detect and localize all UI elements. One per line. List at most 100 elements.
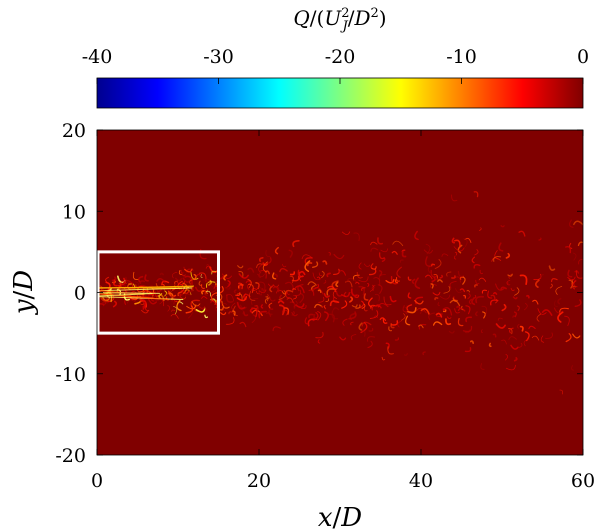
vortex-structure	[574, 299, 582, 308]
vortex-structure	[323, 304, 327, 309]
vortex-structure	[394, 337, 399, 341]
vortex-structure	[449, 299, 461, 307]
vortex-structure	[565, 246, 572, 254]
vortex-structure	[493, 256, 502, 262]
vortex-structure	[355, 281, 360, 285]
vortex-structure	[208, 279, 213, 286]
vortex-structure	[422, 351, 426, 356]
vortex-structure	[167, 305, 171, 312]
vortex-structure	[475, 295, 485, 304]
vortex-structure	[523, 338, 530, 347]
vortex-structure	[258, 281, 266, 292]
vortex-structure	[465, 316, 472, 323]
vortex-structure	[257, 273, 265, 277]
vortex-structure	[248, 283, 254, 294]
vortex-structure	[358, 276, 369, 283]
vortex-structure	[370, 304, 376, 309]
vortex-structure	[292, 288, 297, 291]
vortex-structure	[361, 303, 366, 309]
vortex-structure	[538, 237, 542, 241]
vortex-structure	[379, 317, 387, 321]
vortex-structure	[254, 305, 259, 312]
vortex-structure	[304, 317, 309, 325]
vortex-structure	[112, 300, 118, 308]
vortex-structure	[391, 320, 399, 326]
vortex-structure	[457, 307, 466, 312]
vortex-structure	[442, 309, 447, 313]
vortex-structure	[406, 307, 417, 314]
vortex-structure	[198, 280, 202, 287]
vortex-structure	[353, 232, 360, 242]
vortex-structure	[326, 272, 331, 278]
vortex-structure	[278, 290, 286, 300]
vortex-structure	[184, 293, 191, 297]
vortex-structure	[193, 273, 197, 281]
vortex-structure	[420, 307, 430, 315]
vortex-structure	[411, 278, 416, 284]
vortex-structure	[466, 289, 470, 293]
vortex-structure	[354, 294, 360, 299]
vortex-structure	[203, 289, 208, 296]
vortex-structure	[293, 289, 302, 297]
y-tick-label: -10	[55, 364, 86, 386]
vortex-structure	[578, 258, 583, 265]
vortex-structure	[396, 277, 400, 282]
vortex-structure	[341, 300, 348, 309]
vortex-structure	[269, 296, 276, 302]
colorbar-label: Q/(U2 J/D2)	[293, 6, 386, 34]
vortex-structure	[242, 293, 251, 298]
vortex-structure	[407, 292, 412, 299]
vortex-structure	[436, 312, 443, 317]
vortex-structure	[335, 281, 339, 288]
vortex-structure	[516, 305, 520, 311]
vortex-structure	[467, 293, 471, 300]
vortex-structure	[196, 273, 202, 277]
jet-core-streak	[97, 285, 194, 289]
vortex-structure	[358, 262, 362, 270]
vortex-structure	[295, 303, 305, 309]
vortex-structure	[314, 283, 320, 289]
vortex-structure	[317, 339, 321, 344]
vortex-structure	[232, 305, 238, 317]
vortex-structure	[358, 285, 365, 296]
vortex-structure	[247, 279, 252, 289]
vortex-structure	[495, 323, 506, 329]
vortex-structure	[373, 277, 381, 286]
vortex-structure	[463, 238, 468, 247]
vortex-structure	[374, 293, 380, 302]
vortex-structure	[321, 270, 325, 279]
vortex-structure	[439, 274, 444, 279]
vortex-structure	[190, 299, 200, 307]
vortex-structure	[381, 256, 386, 262]
vortex-structure	[487, 290, 493, 299]
vortex-structure	[140, 302, 145, 306]
vortex-structure	[425, 256, 432, 268]
y-axis-label: y/D	[9, 270, 39, 315]
vortex-structure	[355, 304, 361, 309]
vortex-structure	[306, 262, 313, 267]
vortex-structure	[481, 289, 488, 294]
vortex-structure	[201, 307, 208, 312]
vortex-structure	[482, 311, 486, 319]
vortex-structure	[312, 311, 319, 322]
vortex-structure	[392, 240, 404, 246]
vortex-structure	[367, 336, 375, 342]
vortex-structure	[210, 300, 216, 304]
vortex-structure	[433, 274, 438, 280]
vortex-structure	[340, 292, 351, 298]
vortex-structure	[481, 305, 488, 316]
vortex-structure	[377, 237, 384, 245]
vortex-structure	[279, 304, 284, 313]
vortex-structure	[428, 312, 436, 320]
vortex-structure	[240, 309, 244, 315]
vortex-structure	[107, 294, 115, 303]
vortex-structure	[327, 285, 337, 293]
vortex-structure	[367, 340, 373, 349]
vortex-structure	[557, 297, 562, 305]
vortex-structure	[172, 271, 178, 279]
vortex-structure	[478, 227, 482, 231]
vortex-structure	[461, 276, 466, 285]
vortex-structure	[307, 281, 317, 286]
vortex-structure	[387, 346, 394, 355]
vortex-structure	[258, 272, 262, 279]
